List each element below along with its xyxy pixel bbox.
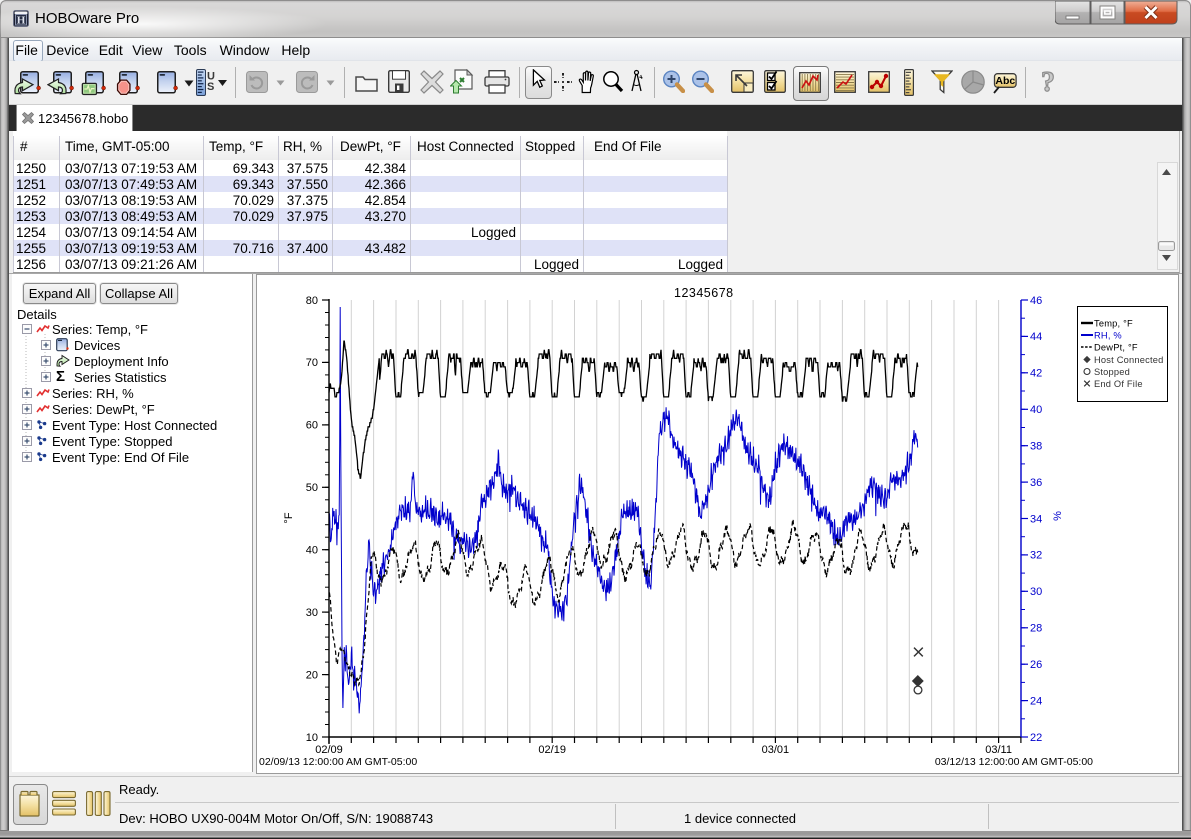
svg-text:S: S — [207, 81, 214, 93]
svg-text:22: 22 — [1030, 732, 1042, 744]
svg-text:Host Connected: Host Connected — [1094, 355, 1163, 365]
svg-text:02/19: 02/19 — [538, 744, 566, 756]
svg-text:44: 44 — [1030, 331, 1042, 343]
svg-text:H: H — [17, 15, 26, 27]
svg-text:80: 80 — [306, 295, 318, 307]
svg-text:Temp, °F: Temp, °F — [1094, 319, 1133, 329]
svg-text:32: 32 — [1030, 550, 1042, 562]
svg-text:30: 30 — [306, 607, 318, 619]
svg-text:50: 50 — [306, 482, 318, 494]
svg-text:03/01: 03/01 — [762, 744, 790, 756]
svg-text:RH, %: RH, % — [1094, 331, 1122, 341]
svg-text:42: 42 — [1030, 368, 1042, 380]
svg-text:60: 60 — [306, 420, 318, 432]
svg-text:40: 40 — [306, 545, 318, 557]
svg-text:°F: °F — [283, 512, 295, 523]
svg-text:Stopped: Stopped — [1094, 367, 1130, 377]
svg-text:End Of File: End Of File — [1094, 379, 1143, 389]
svg-text:36: 36 — [1030, 477, 1042, 489]
svg-text:DewPt, °F: DewPt, °F — [1094, 343, 1138, 353]
svg-text:10: 10 — [306, 732, 318, 744]
svg-text:%: % — [1052, 511, 1064, 521]
svg-text:?: ? — [1041, 68, 1055, 96]
svg-text:02/09: 02/09 — [315, 744, 343, 756]
svg-text:38: 38 — [1030, 441, 1042, 453]
svg-text:28: 28 — [1030, 623, 1042, 635]
svg-text:30: 30 — [1030, 586, 1042, 598]
svg-text:12345678: 12345678 — [674, 286, 734, 300]
svg-text:U: U — [207, 71, 215, 83]
svg-text:40: 40 — [1030, 404, 1042, 416]
svg-text:24: 24 — [1030, 695, 1042, 707]
svg-text:34: 34 — [1030, 513, 1042, 525]
svg-text:03/11: 03/11 — [985, 744, 1012, 756]
svg-text:46: 46 — [1030, 295, 1042, 307]
svg-text:26: 26 — [1030, 659, 1042, 671]
svg-text:70: 70 — [306, 357, 318, 369]
svg-text:02/09/13 12:00:00 AM GMT-05:00: 02/09/13 12:00:00 AM GMT-05:00 — [259, 756, 417, 768]
svg-text:20: 20 — [306, 669, 318, 681]
svg-text:Abc: Abc — [995, 75, 1015, 87]
svg-text:03/12/13 12:00:00 AM GMT-05:00: 03/12/13 12:00:00 AM GMT-05:00 — [935, 756, 1093, 768]
